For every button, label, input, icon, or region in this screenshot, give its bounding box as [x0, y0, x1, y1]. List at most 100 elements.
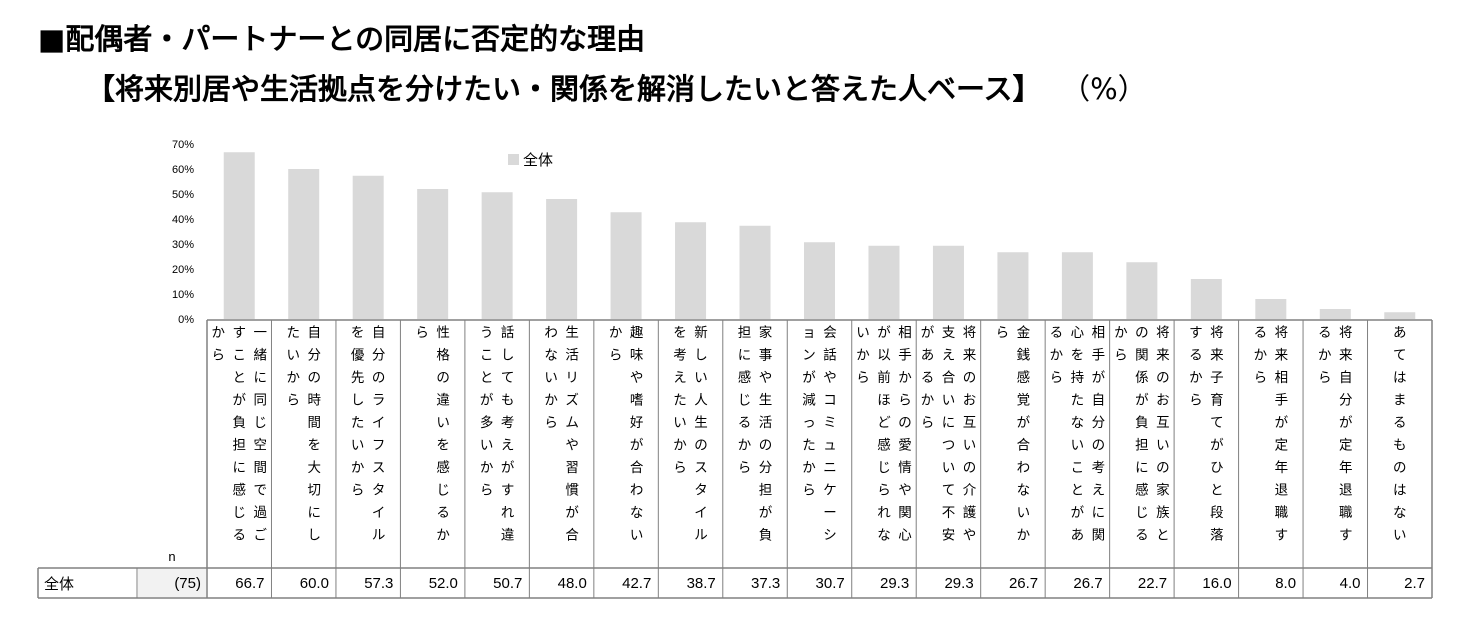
category-label-char: ュ — [823, 438, 837, 454]
category-label-char: 関 — [1092, 528, 1106, 544]
category-label-char: い — [1393, 528, 1407, 544]
category-label-char: か — [480, 460, 494, 476]
category-label-char: イ — [372, 415, 386, 431]
category-label-char: 支 — [942, 325, 956, 341]
y-tick-label: 30% — [172, 239, 194, 251]
category-label-char: る — [232, 528, 246, 544]
category-label-char: 担 — [738, 325, 752, 341]
category-label-char: ほ — [877, 393, 891, 409]
category-label-char: 互 — [1156, 415, 1170, 431]
category-label-char: 感 — [738, 369, 752, 386]
category-label-char: い — [694, 370, 708, 386]
category-label-char: 退 — [1275, 483, 1289, 499]
category-label-char: い — [351, 438, 365, 454]
category-label-char: か — [1114, 325, 1128, 341]
category-label-char: な — [1071, 415, 1085, 431]
category-label-char: す — [1275, 528, 1289, 544]
category-label-char: 慣 — [565, 483, 579, 499]
category-label-char: か — [436, 528, 450, 544]
row-label: 全体 — [44, 575, 74, 593]
category-label-char: す — [501, 483, 515, 499]
category-label-char: る — [1393, 415, 1407, 431]
data-label: 29.3 — [944, 575, 973, 592]
category-label-char: 来 — [1339, 348, 1353, 364]
category-label-char: 自 — [372, 325, 386, 341]
category-label-char: い — [942, 393, 956, 409]
category-label-char: い — [436, 415, 450, 431]
category-label-char: の — [1092, 438, 1106, 454]
category-label-char: ら — [211, 348, 225, 364]
category-label-char: ズ — [565, 393, 579, 409]
category-label-char: 関 — [898, 505, 912, 521]
bar — [610, 212, 642, 319]
category-label-char: 覚 — [1017, 393, 1031, 409]
category-label-char: と — [1210, 483, 1224, 499]
y-tick-label: 20% — [172, 264, 194, 276]
category-label-char: 違 — [501, 528, 515, 544]
category-label-char: て — [942, 483, 956, 499]
category-label-char: し — [351, 393, 365, 409]
category-label-char: が — [501, 460, 515, 476]
category-label-char: 情 — [898, 460, 912, 476]
category-label-char: 安 — [942, 528, 956, 544]
category-label-char: 来 — [963, 348, 977, 364]
category-label-char: に — [1092, 505, 1106, 521]
category-label-char: 心 — [898, 528, 912, 544]
category-label-char: ミ — [823, 415, 837, 431]
category-label-char: し — [307, 528, 321, 544]
category-label-char: は — [1393, 370, 1407, 386]
category-label-char: 手 — [898, 348, 912, 364]
category-label-char: る — [921, 370, 935, 386]
category-label-char: 心 — [1071, 325, 1085, 341]
category-label-char: 活 — [759, 415, 773, 431]
bar — [352, 175, 384, 319]
row-n: (75) — [174, 575, 201, 592]
category-label-char: ら — [898, 393, 912, 409]
category-label-char: タ — [694, 483, 708, 499]
category-label-char: ら — [609, 348, 623, 364]
category-label-char: ら — [996, 325, 1010, 341]
category-label-char: 分 — [759, 460, 773, 476]
category-label-char: ら — [738, 460, 752, 476]
category-label-char: る — [1135, 528, 1149, 544]
category-label-char: に — [253, 370, 267, 386]
category-label-char: 相 — [1275, 370, 1289, 386]
category-label-char: で — [253, 483, 267, 499]
category-label-char: わ — [630, 483, 644, 499]
category-label-char: 将 — [1210, 325, 1224, 341]
category-label-char: を — [307, 438, 321, 454]
category-label-char: か — [1050, 348, 1064, 364]
category-label-char: じ — [436, 483, 450, 499]
category-label-char: え — [942, 348, 956, 364]
category-label-char: た — [802, 438, 816, 454]
category-label-char: る — [1318, 325, 1332, 341]
chart-subtitle: 【将来別居や生活拠点を分けたい・関係を解消したいと答えた人ベース】 （%） — [86, 66, 1147, 108]
category-label-char: 不 — [942, 505, 956, 521]
category-label-char: え — [501, 438, 515, 454]
category-label-char: ス — [694, 460, 708, 476]
category-label-char: 好 — [630, 415, 644, 431]
category-label-char: ン — [802, 348, 816, 364]
category-label-char: 来 — [1275, 348, 1289, 364]
category-label-char: 合 — [565, 528, 579, 544]
category-label-char: 分 — [1092, 415, 1106, 431]
category-label-char: ご — [253, 528, 267, 544]
bar — [804, 242, 835, 319]
y-tick-label: 60% — [172, 164, 194, 176]
category-label-char: か — [1318, 348, 1332, 364]
category-label-char: ョ — [802, 325, 816, 341]
data-label: 37.3 — [751, 575, 780, 592]
category-label-char: 年 — [1275, 460, 1289, 476]
category-label-char: や — [898, 483, 912, 499]
category-label-char: も — [501, 393, 515, 409]
category-label-char: て — [501, 370, 515, 386]
category-label-char: 空 — [253, 438, 267, 454]
y-tick-label: 40% — [172, 214, 194, 226]
category-label-char: に — [738, 348, 752, 364]
chart-title: ■配偶者・パートナーとの同居に否定的な理由 — [38, 22, 646, 56]
category-label-char: い — [544, 370, 558, 386]
category-label-char: る — [738, 415, 752, 431]
data-label: 16.0 — [1202, 575, 1231, 592]
category-label-char: 合 — [942, 370, 956, 386]
category-label-char: じ — [877, 460, 891, 476]
